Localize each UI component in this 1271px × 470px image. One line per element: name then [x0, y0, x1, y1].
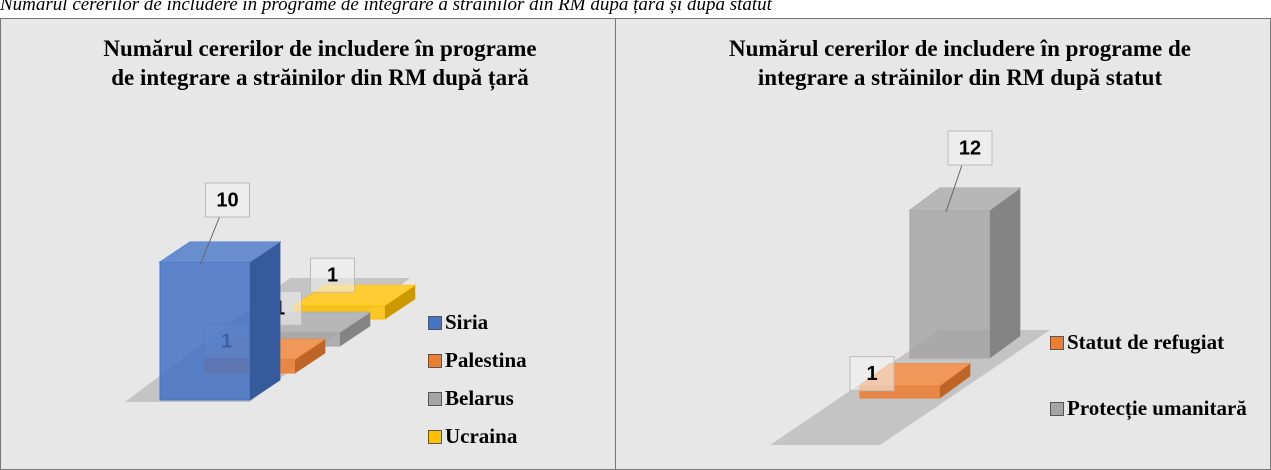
bar-top	[158, 241, 282, 263]
caption: Numărul cererilor de includere în progra…	[0, 0, 772, 15]
label-box	[205, 182, 250, 218]
data-label: 1	[327, 264, 338, 286]
bar-top	[908, 187, 1022, 211]
bar	[158, 241, 282, 401]
legend-item: Belarus	[428, 386, 608, 411]
chart-title: Numărul cererilor de includere în progra…	[103, 36, 537, 90]
legend-item: Statut de refugiat	[1050, 330, 1270, 355]
legend-label: Belarus	[445, 386, 514, 410]
label-box	[947, 130, 993, 166]
data-label: 1	[866, 363, 877, 385]
bar-side-shade	[940, 363, 970, 398]
bar-side-shade	[990, 188, 1020, 358]
bar-front	[909, 209, 991, 359]
bar-side-shade	[385, 285, 415, 319]
chart-title: Numărul cererilor de includere în progra…	[728, 36, 1192, 90]
legend: Siria Palestina Belarus Ucraina	[428, 310, 608, 450]
bar-side-shade	[340, 312, 370, 346]
legend-item: Ucraina	[428, 424, 608, 449]
legend-swatch	[428, 354, 442, 368]
label-leader	[945, 164, 963, 213]
label-box	[849, 356, 895, 392]
legend-item: Protecție umanitară	[1050, 396, 1270, 421]
legend-item: Palestina	[428, 348, 608, 373]
bar-top-light	[160, 242, 280, 262]
label-leader	[200, 216, 220, 265]
legend-label: Statut de refugiat	[1067, 330, 1225, 354]
bar-side-shade	[295, 339, 325, 373]
legend-item: Siria	[428, 310, 608, 335]
data-label: 10	[216, 189, 238, 211]
legend-swatch	[428, 430, 442, 444]
legend-swatch	[1050, 336, 1064, 350]
legend-label: Protecție umanitară	[1067, 396, 1247, 420]
label-box	[310, 257, 355, 293]
bar-top-light	[910, 188, 1020, 210]
legend-swatch	[1050, 402, 1064, 416]
legend-swatch	[428, 392, 442, 406]
bar-front	[159, 261, 251, 401]
legend-label: Siria	[445, 310, 489, 334]
legend-label: Ucraina	[445, 424, 518, 448]
legend: Statut de refugiat Protecție umanitară	[1050, 330, 1270, 470]
legend-swatch	[428, 316, 442, 330]
data-label: 12	[959, 137, 981, 159]
bar	[908, 187, 1022, 359]
legend-label: Palestina	[445, 348, 527, 372]
bar-side-shade	[250, 242, 280, 400]
